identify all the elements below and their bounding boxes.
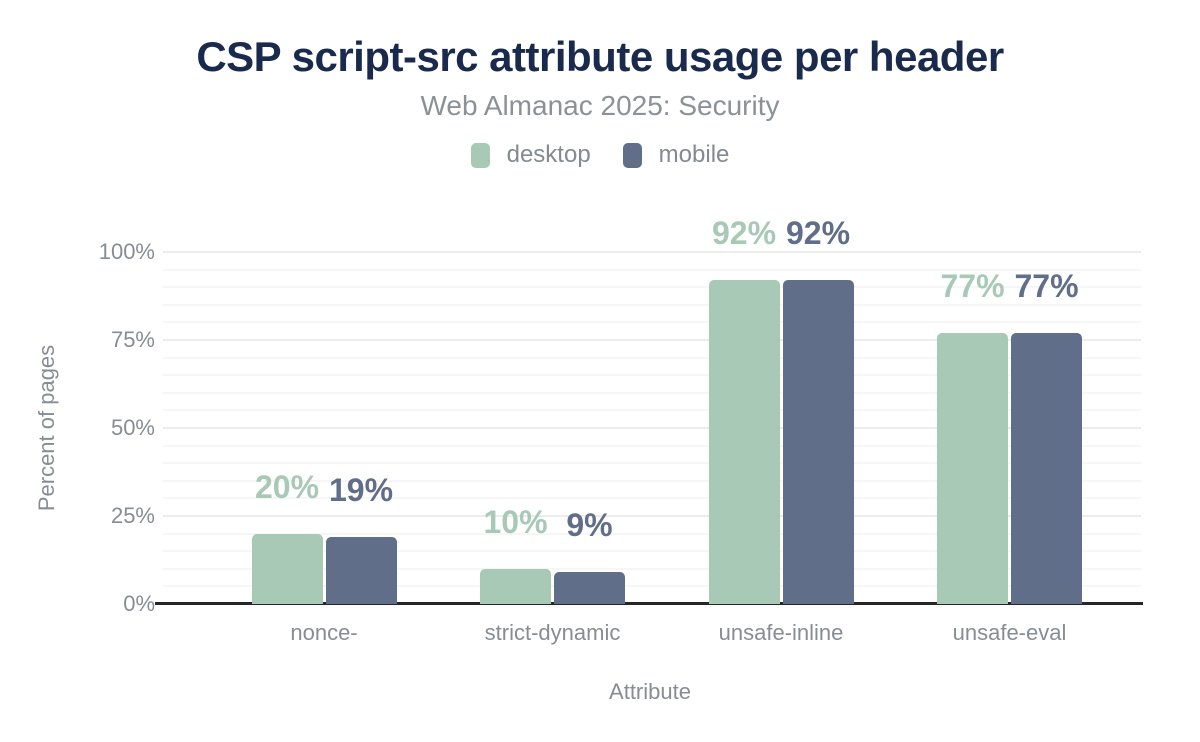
minor-gridline-55 <box>163 409 1141 412</box>
minor-gridline-90 <box>163 286 1141 289</box>
y-tick-label-25: 25% <box>110 503 155 528</box>
data-label-desktop-strict-dynamic: 10% <box>483 503 548 540</box>
bar-mobile-unsafe-inline[interactable] <box>782 280 854 604</box>
x-axis-line <box>155 602 1143 605</box>
x-tick-label-nonce-: nonce- <box>290 620 358 645</box>
data-label-mobile-nonce-: 19% <box>328 472 394 509</box>
x-tick-label-strict-dynamic: strict-dynamic <box>484 620 621 645</box>
y-tick-label-0: 0% <box>123 591 155 616</box>
minor-gridline-20 <box>163 532 1141 535</box>
data-label-mobile-strict-dynamic: 9% <box>566 507 613 544</box>
major-gridline-100 <box>163 251 1141 253</box>
minor-gridline-30 <box>163 497 1141 500</box>
major-gridline-50 <box>163 427 1141 429</box>
legend-swatch-desktop <box>470 142 490 168</box>
minor-gridline-85 <box>163 303 1141 306</box>
legend-item-desktop[interactable]: desktop <box>470 141 591 169</box>
legend-label: desktop <box>506 141 591 168</box>
chart-subtitle: Web Almanac 2025: Security <box>420 90 780 121</box>
major-gridline-75 <box>163 339 1141 341</box>
x-axis-title: Attribute <box>609 679 691 704</box>
bar-desktop-unsafe-eval[interactable] <box>937 332 1008 604</box>
data-label-desktop-nonce-: 20% <box>254 468 320 505</box>
minor-gridline-10 <box>163 567 1141 570</box>
legend-label: mobile <box>658 141 730 168</box>
y-tick-label-100: 100% <box>98 239 155 264</box>
data-label-mobile-unsafe-eval: 77% <box>1014 267 1079 304</box>
legend-swatch-mobile <box>622 142 642 168</box>
bar-desktop-strict-dynamic[interactable] <box>480 568 551 604</box>
bar-desktop-nonce-[interactable] <box>251 533 323 604</box>
minor-gridline-80 <box>163 321 1141 324</box>
bar-mobile-nonce-[interactable] <box>325 537 397 604</box>
chart-title: CSP script-src attribute usage per heade… <box>196 33 1004 80</box>
y-tick-label-50: 50% <box>110 415 155 440</box>
data-label-desktop-unsafe-eval: 77% <box>940 267 1005 304</box>
legend-item-mobile[interactable]: mobile <box>622 141 730 169</box>
bar-mobile-unsafe-eval[interactable] <box>1011 332 1082 604</box>
minor-gridline-65 <box>163 374 1141 377</box>
minor-gridline-60 <box>163 391 1141 394</box>
minor-gridline-15 <box>163 550 1141 553</box>
minor-gridline-70 <box>163 356 1141 359</box>
major-gridline-25 <box>163 515 1141 517</box>
minor-gridline-5 <box>163 585 1141 588</box>
y-tick-label-75: 75% <box>110 327 155 352</box>
legend: desktop mobile <box>0 141 1200 169</box>
minor-gridline-40 <box>163 462 1141 465</box>
data-label-mobile-unsafe-inline: 92% <box>785 215 851 252</box>
x-tick-label-unsafe-eval: unsafe-eval <box>952 620 1067 645</box>
bar-mobile-strict-dynamic[interactable] <box>554 572 625 604</box>
x-tick-label-unsafe-inline: unsafe-inline <box>718 620 844 645</box>
bar-desktop-unsafe-inline[interactable] <box>708 280 780 604</box>
minor-gridline-95 <box>163 268 1141 271</box>
minor-gridline-35 <box>163 479 1141 482</box>
minor-gridline-45 <box>163 444 1141 447</box>
data-label-desktop-unsafe-inline: 92% <box>711 215 777 252</box>
